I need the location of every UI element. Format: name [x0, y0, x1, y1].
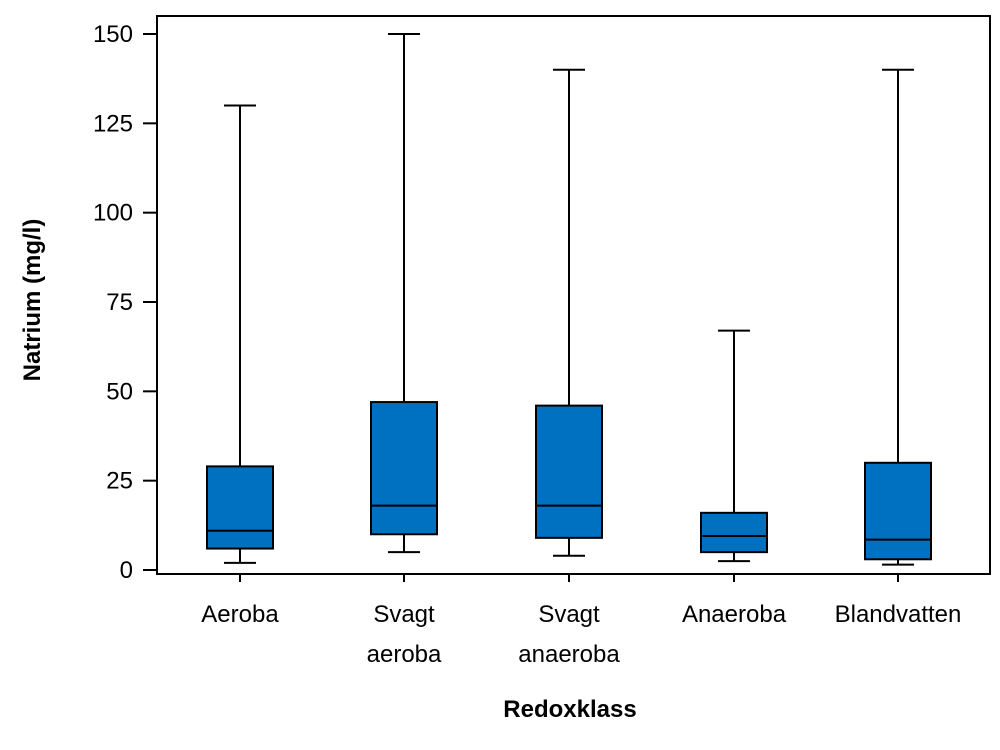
x-axis-labels: Aeroba Svagt aeroba Svagt anaeroba Anaeroba Bl…	[201, 601, 961, 668]
x-category-label: Svagt anaeroba	[518, 601, 620, 668]
x-axis-title: Redoxklass	[503, 696, 636, 723]
iqr-box	[370, 401, 438, 536]
y-tick-label: 0	[120, 557, 133, 584]
y-tick-label: 75	[106, 289, 133, 316]
y-axis: 0 25 50 75 100 125 150	[93, 21, 157, 584]
box-group	[206, 104, 274, 582]
box-group	[864, 68, 932, 582]
iqr-box	[864, 461, 932, 561]
x-category-label: Blandvatten	[835, 601, 962, 628]
boxes	[206, 33, 932, 582]
plot-frame	[156, 15, 991, 575]
box-group	[700, 329, 768, 582]
y-tick-label: 100	[93, 200, 133, 227]
x-category-label: Anaeroba	[682, 601, 787, 628]
y-axis-title: Natrium (mg/l)	[19, 219, 46, 382]
x-category-label: Svagt aeroba	[367, 601, 442, 668]
box-group	[370, 33, 438, 582]
iqr-box	[206, 465, 274, 550]
y-tick-label: 25	[106, 468, 133, 495]
x-category-label: Aeroba	[201, 601, 279, 628]
iqr-box	[535, 404, 603, 539]
iqr-box	[700, 511, 768, 554]
y-tick-label: 125	[93, 110, 133, 137]
box-group	[535, 68, 603, 582]
y-tick-label: 50	[106, 378, 133, 405]
y-tick-label: 150	[93, 21, 133, 48]
